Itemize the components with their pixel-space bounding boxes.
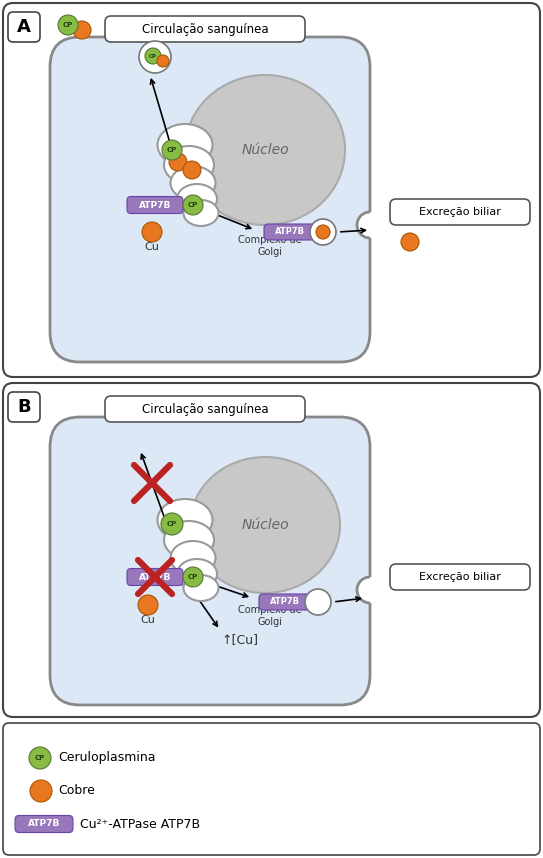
Circle shape: [73, 21, 91, 39]
Text: CP: CP: [63, 22, 73, 28]
FancyBboxPatch shape: [8, 12, 40, 42]
Text: Cu²⁺-ATPase ATP7B: Cu²⁺-ATPase ATP7B: [80, 818, 200, 831]
Circle shape: [357, 577, 383, 603]
FancyBboxPatch shape: [259, 594, 311, 610]
Text: ATP7B: ATP7B: [139, 201, 171, 209]
FancyBboxPatch shape: [127, 569, 183, 585]
Text: A: A: [17, 18, 31, 36]
Text: Núcleo: Núcleo: [241, 518, 289, 532]
Text: Complexo de
Golgi: Complexo de Golgi: [238, 605, 302, 626]
FancyBboxPatch shape: [3, 383, 540, 717]
Text: Núcleo: Núcleo: [241, 143, 289, 157]
Text: B: B: [17, 398, 31, 416]
Text: CP: CP: [188, 202, 198, 208]
Ellipse shape: [164, 521, 214, 559]
Ellipse shape: [177, 559, 217, 589]
Ellipse shape: [190, 457, 340, 593]
FancyBboxPatch shape: [8, 392, 40, 422]
Text: Cobre: Cobre: [58, 784, 95, 797]
Ellipse shape: [171, 166, 216, 200]
FancyBboxPatch shape: [3, 3, 540, 377]
Text: ATP7B: ATP7B: [28, 819, 60, 829]
Ellipse shape: [157, 499, 212, 541]
Text: CP: CP: [188, 574, 198, 580]
Text: ↑[Cu]: ↑[Cu]: [222, 633, 258, 646]
Ellipse shape: [177, 184, 217, 214]
Circle shape: [142, 222, 162, 242]
Text: ATP7B: ATP7B: [139, 572, 171, 582]
Circle shape: [145, 48, 161, 64]
Text: CP: CP: [35, 755, 45, 761]
Text: Circulação sanguínea: Circulação sanguínea: [142, 402, 268, 415]
Text: Ceruloplasmina: Ceruloplasmina: [58, 752, 155, 764]
FancyBboxPatch shape: [50, 417, 370, 705]
FancyBboxPatch shape: [3, 723, 540, 855]
FancyBboxPatch shape: [15, 815, 73, 832]
Circle shape: [138, 595, 158, 615]
Text: Cu: Cu: [141, 615, 155, 625]
Circle shape: [157, 55, 169, 67]
Text: Cu: Cu: [144, 242, 160, 252]
FancyBboxPatch shape: [50, 37, 370, 362]
Circle shape: [183, 195, 203, 215]
Ellipse shape: [164, 146, 214, 184]
Circle shape: [183, 567, 203, 587]
Ellipse shape: [185, 75, 345, 225]
FancyBboxPatch shape: [127, 196, 183, 214]
Circle shape: [310, 219, 336, 245]
Text: CP: CP: [167, 521, 177, 527]
Text: CP: CP: [167, 147, 177, 153]
Ellipse shape: [184, 575, 218, 601]
Text: Circulação sanguínea: Circulação sanguínea: [142, 22, 268, 35]
Circle shape: [30, 780, 52, 802]
FancyBboxPatch shape: [264, 224, 316, 240]
Text: CP: CP: [149, 53, 157, 58]
Ellipse shape: [171, 541, 216, 575]
Circle shape: [29, 747, 51, 769]
Circle shape: [316, 225, 330, 239]
FancyBboxPatch shape: [105, 16, 305, 42]
FancyBboxPatch shape: [105, 396, 305, 422]
Ellipse shape: [157, 124, 212, 166]
Text: Complexo de
Golgi: Complexo de Golgi: [238, 235, 302, 257]
Circle shape: [169, 153, 187, 171]
Text: Excreção biliar: Excreção biliar: [419, 572, 501, 582]
Text: ATP7B: ATP7B: [275, 227, 305, 237]
Circle shape: [58, 15, 78, 35]
FancyBboxPatch shape: [390, 199, 530, 225]
Circle shape: [183, 161, 201, 179]
Circle shape: [305, 589, 331, 615]
Circle shape: [357, 212, 383, 238]
Ellipse shape: [184, 200, 218, 226]
Text: Excreção biliar: Excreção biliar: [419, 207, 501, 217]
Circle shape: [139, 41, 171, 73]
Circle shape: [161, 513, 183, 535]
Circle shape: [162, 140, 182, 160]
FancyBboxPatch shape: [390, 564, 530, 590]
Text: ATP7B: ATP7B: [270, 597, 300, 607]
Circle shape: [401, 233, 419, 251]
